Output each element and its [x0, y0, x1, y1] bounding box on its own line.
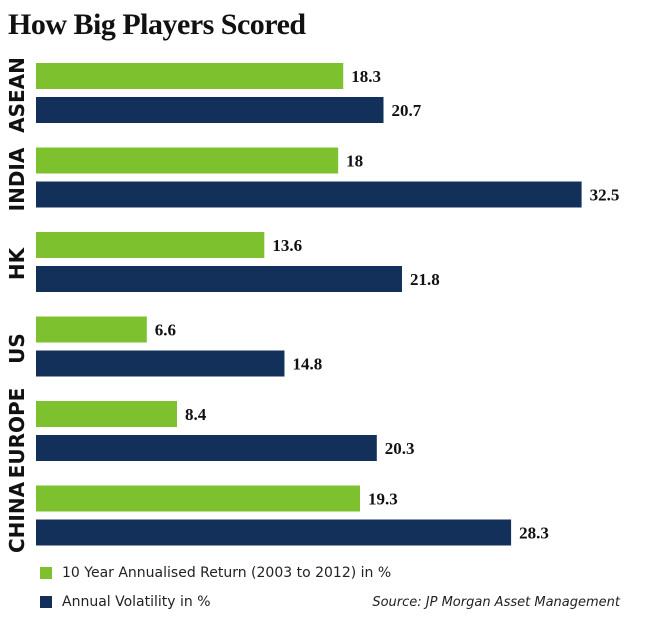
- category-label-us: US: [5, 333, 29, 364]
- value-label-us-volatility: 14.8: [292, 355, 322, 374]
- value-label-us-return: 6.6: [155, 321, 176, 340]
- legend-item-return: 10 Year Annualised Return (2003 to 2012)…: [40, 565, 391, 581]
- source-note: Source: JP Morgan Asset Management: [372, 595, 620, 610]
- bar-chart: ASEAN 18.3 20.7 INDIA 18 32.5 HK 13.6 21.8 US 6.6 1…: [5, 57, 620, 553]
- value-label-china-return: 19.3: [368, 490, 398, 509]
- legend-swatch-volatility: [40, 596, 52, 608]
- value-label-india-volatility: 32.5: [590, 186, 620, 205]
- category-label-asean: ASEAN: [5, 57, 29, 133]
- value-label-china-volatility: 28.3: [519, 524, 549, 543]
- value-label-india-return: 18: [346, 152, 363, 171]
- category-label-europe: EUROPE: [5, 388, 29, 479]
- value-label-asean-volatility: 20.7: [392, 101, 422, 120]
- category-label-hk: HK: [5, 246, 29, 280]
- bar-europe-return: [36, 401, 178, 427]
- bar-china-volatility: [36, 519, 512, 546]
- legend-swatch-return: [40, 567, 52, 579]
- bar-hk-volatility: [36, 266, 402, 292]
- bar-us-volatility: [36, 350, 285, 377]
- legend-item-volatility: Annual Volatility in %: [40, 594, 211, 610]
- value-label-hk-return: 13.6: [272, 236, 302, 255]
- bar-india-volatility: [36, 181, 582, 208]
- bar-europe-volatility: [36, 435, 377, 461]
- category-label-china: CHINA: [5, 481, 29, 553]
- bar-india-return: [36, 147, 339, 174]
- bar-china-return: [36, 485, 361, 512]
- value-label-europe-return: 8.4: [185, 405, 207, 424]
- bar-us-return: [36, 316, 147, 343]
- category-label-india: INDIA: [5, 147, 29, 211]
- value-label-hk-volatility: 21.8: [410, 270, 440, 289]
- bar-asean-return: [36, 63, 344, 89]
- bar-hk-return: [36, 232, 265, 258]
- legend-label-return: 10 Year Annualised Return (2003 to 2012)…: [62, 565, 392, 581]
- chart-title: How Big Players Scored: [8, 8, 306, 41]
- value-label-europe-volatility: 20.3: [385, 439, 415, 458]
- value-label-asean-return: 18.3: [351, 67, 381, 86]
- bar-asean-volatility: [36, 97, 384, 123]
- legend-label-volatility: Annual Volatility in %: [62, 594, 211, 610]
